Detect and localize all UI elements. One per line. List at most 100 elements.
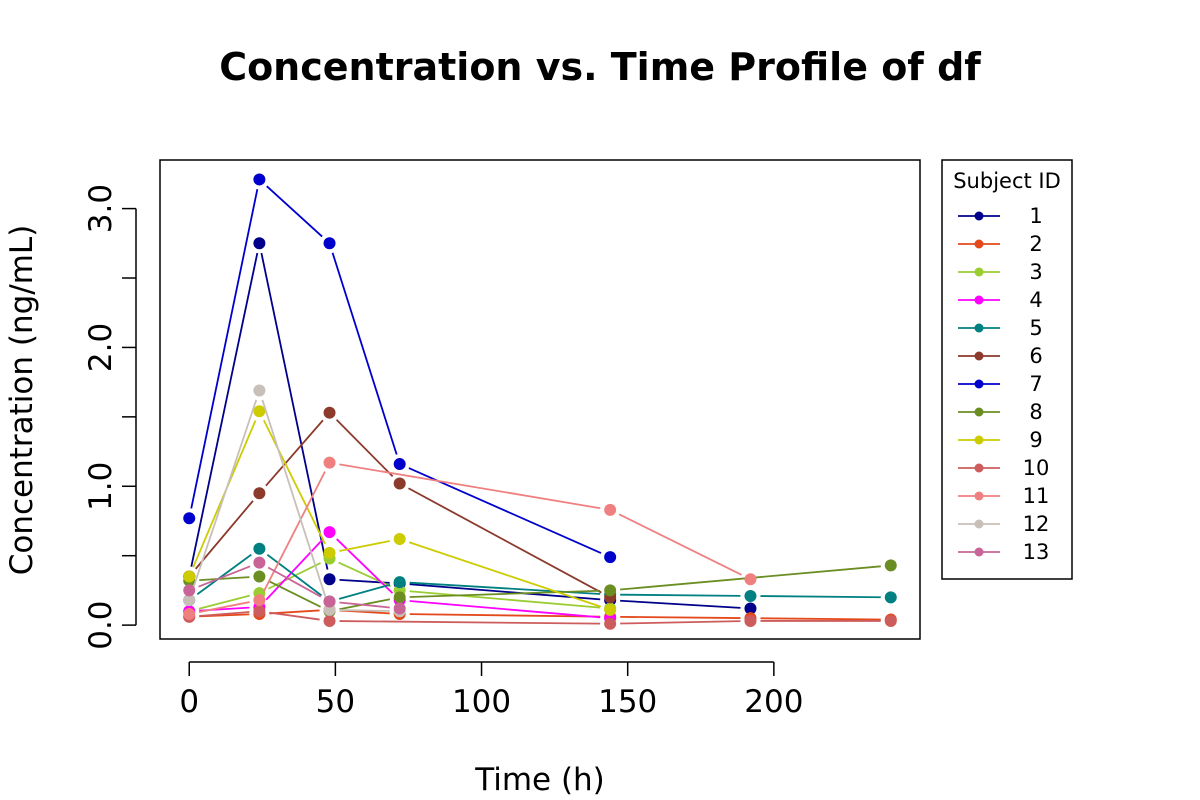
data-point [884, 559, 897, 572]
series-line-segment [339, 463, 601, 510]
series-line-segment [199, 576, 250, 581]
legend-swatch-point [974, 295, 984, 305]
series-line-segment [409, 613, 601, 618]
x-axis-label: Time (h) [474, 762, 605, 798]
legend-item-1: 1 [958, 204, 1043, 228]
legend-swatch-point [974, 435, 984, 445]
x-tick-label: 0 [179, 684, 199, 720]
legend-label: 2 [1029, 232, 1042, 256]
series-11 [183, 456, 757, 621]
series-line-segment [190, 252, 259, 567]
data-point [604, 551, 617, 564]
legend-label: 11 [1023, 484, 1050, 508]
series-line-segment [336, 538, 394, 594]
data-point [393, 477, 406, 490]
series-13 [183, 556, 406, 615]
legend-label: 12 [1023, 512, 1050, 536]
plot-frame [159, 159, 921, 640]
series-line-segment [266, 185, 323, 238]
data-point [744, 614, 757, 627]
data-point [604, 617, 617, 630]
series-line-segment [620, 620, 741, 625]
legend-item-10: 10 [958, 456, 1049, 480]
series-line-segment [338, 583, 391, 600]
data-point [393, 591, 406, 604]
legend-item-2: 2 [958, 232, 1043, 256]
series-line-segment [198, 565, 251, 588]
y-axis-label: Concentration (ng/mL) [4, 225, 40, 576]
data-point [323, 526, 336, 539]
legend-item-3: 3 [958, 260, 1043, 284]
series-1 [183, 237, 757, 615]
x-tick-label: 100 [452, 684, 511, 720]
legend-label: 1 [1029, 204, 1042, 228]
data-point [323, 614, 336, 627]
series-line-segment [339, 540, 391, 552]
y-tick-label: 3.0 [83, 184, 119, 233]
data-point [393, 458, 406, 471]
data-point [393, 602, 406, 615]
data-point [393, 533, 406, 546]
series-line-segment [199, 611, 250, 617]
series-line-segment [260, 252, 329, 570]
data-point [323, 237, 336, 250]
legend-item-4: 4 [958, 288, 1043, 312]
legend-label: 6 [1029, 344, 1042, 368]
series-line-segment [408, 541, 601, 608]
legend-swatch-point [974, 407, 984, 417]
series-line-segment [190, 189, 259, 509]
data-point [323, 573, 336, 586]
data-point [253, 405, 266, 418]
data-point [253, 594, 266, 607]
legend-item-13: 13 [958, 540, 1049, 564]
data-point [744, 589, 757, 602]
series-line-segment [263, 419, 326, 545]
legend-label: 7 [1029, 372, 1042, 396]
legend-swatch-point [974, 323, 984, 333]
legend-label: 3 [1029, 260, 1042, 284]
series-9 [183, 405, 617, 616]
series-line-segment [339, 620, 601, 625]
series-line-segment [265, 419, 324, 487]
series-7 [183, 173, 617, 564]
series-line-segment [198, 601, 250, 613]
data-point [323, 595, 336, 608]
data-point [183, 512, 196, 525]
legend-item-9: 9 [958, 428, 1043, 452]
data-point [253, 487, 266, 500]
legend-label: 4 [1029, 288, 1042, 312]
x-tick-label: 200 [744, 684, 803, 720]
series-line-segment [331, 252, 398, 455]
data-point [183, 584, 196, 597]
data-point [323, 456, 336, 469]
legend-swatch-point [974, 379, 984, 389]
y-tick-label: 2.0 [83, 323, 119, 372]
series-line-segment [409, 590, 601, 609]
series-line-segment [191, 399, 258, 591]
series-line-segment [198, 594, 250, 610]
series-line-segment [760, 595, 881, 599]
legend-box [941, 159, 1073, 580]
series-line-segment [339, 601, 390, 609]
data-point [253, 570, 266, 583]
series-line-segment [269, 611, 320, 621]
legend-swatch-point [974, 211, 984, 221]
data-point [183, 608, 196, 621]
legend-item-11: 11 [958, 484, 1049, 508]
series-line-segment [409, 600, 601, 619]
series-line-segment [409, 589, 601, 598]
y-tick-label: 1.0 [83, 462, 119, 511]
series-10 [183, 605, 897, 630]
data-point [323, 603, 336, 616]
series-line-segment [760, 617, 881, 621]
series-line-segment [409, 583, 601, 601]
series-line-segment [339, 609, 390, 612]
legend-label: 13 [1023, 540, 1050, 564]
series-line-segment [263, 471, 326, 592]
series-line-segment [335, 419, 394, 478]
legend-swatch-point [974, 267, 984, 277]
data-point [253, 173, 266, 186]
data-point [884, 591, 897, 604]
